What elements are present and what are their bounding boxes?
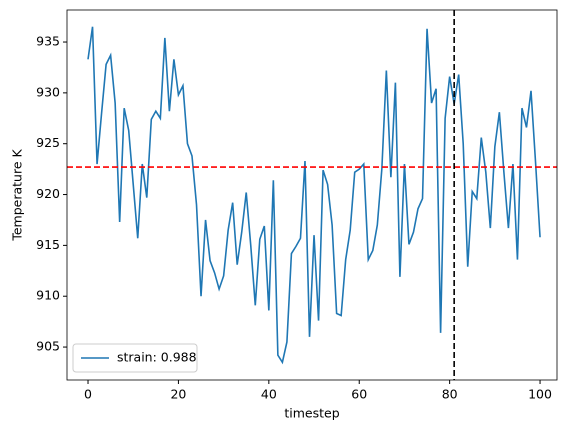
y-tick-label: 905 <box>36 339 60 354</box>
line <box>87 26 541 365</box>
plot-frame <box>66 9 558 381</box>
y-axis-label: Temperature K <box>10 149 25 242</box>
legend-label: strain: 0.988 <box>117 350 197 365</box>
y-tick-label: 935 <box>36 34 60 49</box>
y-tick-label: 920 <box>36 186 60 201</box>
x-tick-label: 60 <box>351 387 367 402</box>
x-tick-label: 80 <box>442 387 458 402</box>
x-tick-label: 40 <box>261 387 277 402</box>
legend <box>72 343 198 373</box>
y-tick-label: 910 <box>36 288 60 303</box>
x-tick-label: 100 <box>528 387 552 402</box>
x-axis-label: timestep <box>284 406 339 421</box>
x-tick-label: 0 <box>84 387 92 402</box>
x-tick-label: 20 <box>170 387 186 402</box>
y-tick-label: 930 <box>36 84 60 99</box>
y-tick-label: 925 <box>36 135 60 150</box>
y-tick-label: 915 <box>36 237 60 252</box>
